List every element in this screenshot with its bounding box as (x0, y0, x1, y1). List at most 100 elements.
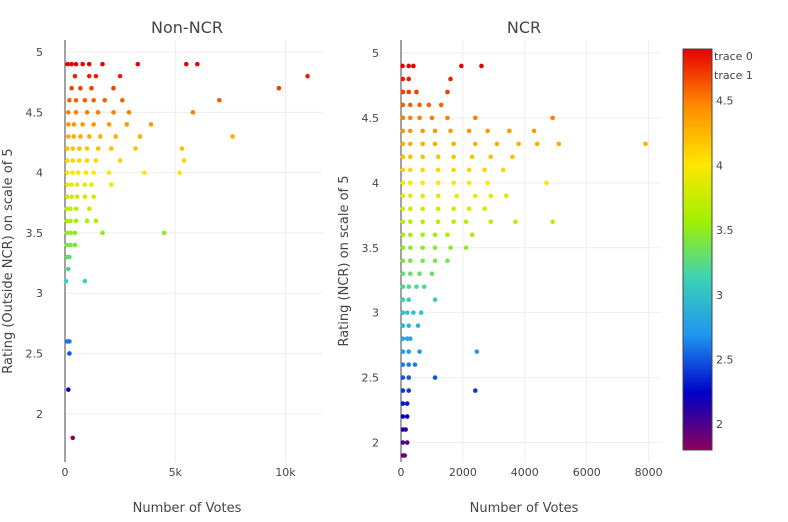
data-point (429, 271, 435, 277)
data-point (510, 154, 515, 160)
data-point (400, 336, 406, 341)
data-point (65, 61, 70, 67)
data-point (411, 310, 416, 315)
data-point (400, 128, 406, 134)
data-point (95, 146, 101, 151)
data-point (177, 170, 182, 175)
data-point (111, 110, 116, 115)
data-point (448, 245, 453, 251)
x-tick-label: 6000 (573, 466, 601, 479)
data-point (276, 85, 282, 91)
data-point (66, 387, 71, 392)
data-point (418, 310, 424, 315)
data-point (407, 154, 413, 160)
data-point (420, 180, 425, 186)
data-point (469, 154, 475, 160)
data-point (404, 310, 410, 315)
data-point (485, 180, 490, 186)
data-point (93, 158, 99, 163)
data-point (102, 97, 107, 103)
data-point (406, 323, 412, 328)
y-tick-label: 4 (372, 177, 379, 190)
data-point (448, 76, 453, 82)
data-point (400, 115, 406, 121)
data-point (435, 219, 441, 225)
data-point (400, 401, 406, 406)
data-point (451, 141, 456, 147)
data-point (400, 245, 406, 251)
data-point (407, 141, 413, 147)
legend: trace 0 trace 1 (714, 50, 753, 82)
data-point (406, 63, 412, 69)
data-point (407, 232, 413, 238)
data-point (451, 219, 456, 225)
data-point (135, 61, 141, 67)
data-point (451, 154, 456, 160)
colorbar-tick-label: 3.5 (716, 224, 734, 237)
data-point (488, 193, 494, 199)
data-point (68, 206, 73, 212)
data-point (183, 61, 189, 67)
legend-entry[interactable]: trace 0 (714, 50, 753, 63)
data-point (507, 128, 512, 134)
x-tick-label: 5k (169, 466, 183, 479)
data-point (106, 170, 112, 175)
data-point (420, 167, 425, 173)
data-point (78, 85, 83, 91)
data-point (124, 122, 130, 127)
data-point (64, 146, 70, 151)
data-point (86, 61, 92, 67)
colorbar: 2 2.5 3 3.5 4 4.5 (682, 48, 734, 451)
data-point (148, 122, 154, 127)
data-point (407, 115, 413, 121)
x-axis-title: Number of Votes (470, 501, 579, 516)
data-point (95, 110, 101, 115)
data-point (400, 349, 406, 354)
data-point (93, 218, 99, 224)
data-point (89, 85, 94, 91)
data-point (64, 206, 70, 212)
y-tick-label: 2 (36, 408, 43, 421)
data-point (420, 206, 425, 212)
y-axis-title: Rating (Outside NCR) on scale of 5 (1, 148, 16, 373)
data-point (451, 180, 456, 186)
data-point (420, 232, 425, 238)
data-point (472, 115, 478, 121)
data-point (83, 170, 89, 175)
data-point (407, 258, 413, 264)
data-point (82, 194, 88, 200)
data-point (420, 193, 425, 199)
data-point (84, 218, 90, 224)
data-point (66, 266, 71, 272)
x-tick-label: 0 (398, 466, 405, 479)
data-point (407, 128, 413, 134)
data-point (488, 219, 494, 225)
y-tick-label: 5 (36, 46, 43, 59)
data-point (406, 89, 412, 95)
data-point (75, 170, 81, 175)
data-point (67, 97, 72, 103)
data-point (117, 73, 123, 79)
data-point (69, 194, 74, 200)
legend-entry[interactable]: trace 1 (714, 69, 753, 82)
data-point (451, 206, 456, 212)
data-point (64, 182, 70, 187)
data-point (400, 206, 406, 212)
y-tick-label: 3.5 (362, 242, 380, 255)
data-point (69, 182, 74, 187)
data-point (432, 258, 438, 264)
data-point (406, 388, 412, 393)
data-point (73, 206, 79, 212)
data-point (67, 339, 72, 344)
x-tick-label: 2000 (449, 466, 477, 479)
data-point (432, 232, 438, 238)
data-point (113, 134, 119, 139)
data-point (432, 375, 438, 380)
data-point (451, 167, 456, 173)
data-point (400, 76, 406, 82)
data-point (482, 167, 487, 173)
data-point (407, 193, 413, 199)
data-point (100, 61, 105, 67)
data-point (406, 76, 412, 82)
data-point (411, 63, 416, 69)
